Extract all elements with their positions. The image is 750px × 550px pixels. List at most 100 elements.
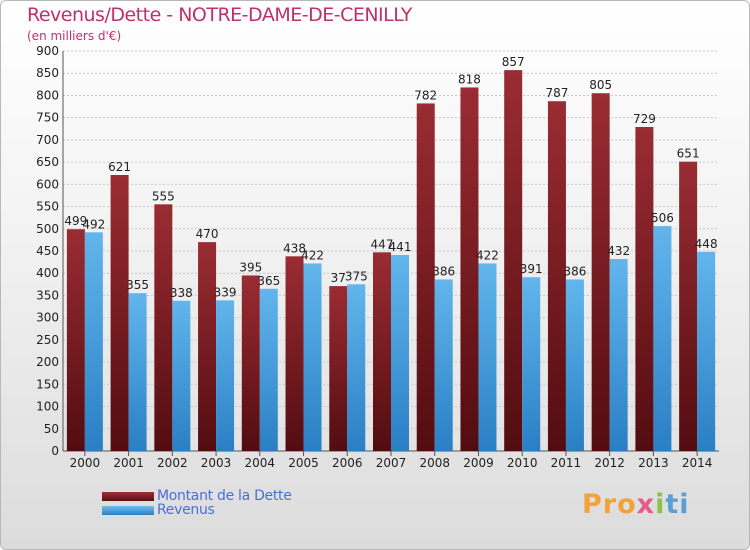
bar-dette xyxy=(285,256,304,451)
data-label-revenus: 386 xyxy=(563,264,586,278)
bar-revenus xyxy=(259,288,278,451)
data-label-dette: 857 xyxy=(502,55,525,69)
x-tick-label: 2014 xyxy=(682,456,713,470)
bar-dette xyxy=(66,229,85,451)
x-tick-label: 2001 xyxy=(113,456,144,470)
data-label-revenus: 338 xyxy=(170,286,193,300)
y-tick-label: 150 xyxy=(36,377,59,391)
data-label-dette: 805 xyxy=(589,78,612,92)
x-tick-label: 2009 xyxy=(463,456,494,470)
bar-revenus xyxy=(84,232,103,451)
bar-revenus xyxy=(697,251,716,451)
bar-revenus xyxy=(172,300,191,451)
bar-dette xyxy=(635,127,654,451)
y-tick-label: 200 xyxy=(36,355,59,369)
bar-dette xyxy=(547,101,566,451)
data-label-revenus: 365 xyxy=(257,274,280,288)
y-tick-label: 100 xyxy=(36,400,59,414)
data-label-dette: 37 xyxy=(331,271,346,285)
x-tick-label: 2006 xyxy=(332,456,363,470)
y-tick-label: 800 xyxy=(36,88,59,102)
data-label-dette: 470 xyxy=(196,227,219,241)
bar-revenus xyxy=(128,293,147,451)
data-label-revenus: 375 xyxy=(345,269,368,283)
x-tick-label: 2013 xyxy=(638,456,669,470)
data-label-revenus: 441 xyxy=(389,240,412,254)
bar-revenus xyxy=(653,226,672,451)
bar-dette xyxy=(329,286,348,451)
data-label-dette: 787 xyxy=(545,86,568,100)
bar-dette xyxy=(154,204,173,451)
data-label-dette: 395 xyxy=(239,260,262,274)
bar-dette xyxy=(110,175,129,451)
bar-revenus xyxy=(565,279,584,451)
y-tick-label: 500 xyxy=(36,222,59,236)
data-label-dette: 729 xyxy=(633,112,656,126)
bar-dette xyxy=(679,161,698,451)
data-label-dette: 621 xyxy=(108,160,131,174)
bar-revenus xyxy=(347,284,366,451)
bar-dette xyxy=(591,93,610,451)
x-tick-label: 2000 xyxy=(70,456,101,470)
y-tick-label: 650 xyxy=(36,155,59,169)
x-tick-label: 2010 xyxy=(507,456,538,470)
y-tick-label: 700 xyxy=(36,133,59,147)
x-tick-label: 2007 xyxy=(376,456,407,470)
chart-subtitle: (en milliers d'€) xyxy=(27,29,122,43)
y-tick-label: 0 xyxy=(51,444,59,458)
data-label-dette: 555 xyxy=(152,189,175,203)
y-tick-label: 400 xyxy=(36,266,59,280)
data-label-revenus: 422 xyxy=(476,248,499,262)
x-tick-label: 2004 xyxy=(245,456,276,470)
data-label-revenus: 448 xyxy=(695,237,718,251)
legend-swatch-revenus xyxy=(102,505,154,515)
x-tick-label: 2003 xyxy=(201,456,232,470)
chart-title: Revenus/Dette - NOTRE-DAME-DE-CENILLY xyxy=(27,4,412,26)
data-label-revenus: 391 xyxy=(520,262,543,276)
y-tick-label: 900 xyxy=(36,44,59,58)
bar-revenus xyxy=(216,300,235,451)
data-label-dette: 651 xyxy=(677,147,700,161)
x-tick-label: 2005 xyxy=(288,456,319,470)
legend-item-dette: Montant de la Dette xyxy=(102,488,292,504)
bar-revenus xyxy=(303,263,322,451)
bar-revenus xyxy=(391,255,409,451)
legend-label-revenus: Revenus xyxy=(157,502,215,518)
y-tick-label: 600 xyxy=(36,177,59,191)
data-label-revenus: 339 xyxy=(214,285,237,299)
y-tick-label: 750 xyxy=(36,111,59,125)
x-tick-label: 2011 xyxy=(551,456,582,470)
data-label-dette: 782 xyxy=(414,88,437,102)
data-label-revenus: 355 xyxy=(126,278,149,292)
bar-dette xyxy=(198,242,217,451)
y-tick-label: 350 xyxy=(36,288,59,302)
y-tick-label: 450 xyxy=(36,244,59,258)
x-tick-label: 2002 xyxy=(157,456,188,470)
y-tick-label: 850 xyxy=(36,66,59,80)
data-label-revenus: 422 xyxy=(301,248,324,262)
bar-revenus xyxy=(434,279,453,451)
data-label-revenus: 506 xyxy=(651,211,674,225)
bar-dette xyxy=(460,87,479,451)
legend-swatch-dette xyxy=(102,491,154,501)
data-label-revenus: 492 xyxy=(82,217,105,231)
data-label-revenus: 386 xyxy=(432,264,455,278)
bar-revenus xyxy=(609,259,628,451)
bar-dette xyxy=(373,252,391,451)
bar-revenus xyxy=(522,277,541,451)
bar-dette xyxy=(504,70,523,451)
bar-dette xyxy=(241,275,260,451)
data-label-dette: 499 xyxy=(64,214,87,228)
data-label-revenus: 432 xyxy=(607,244,630,258)
data-label-dette: 438 xyxy=(283,241,306,255)
x-tick-label: 2012 xyxy=(594,456,625,470)
y-tick-label: 300 xyxy=(36,311,59,325)
y-tick-label: 250 xyxy=(36,333,59,347)
y-tick-label: 50 xyxy=(44,422,59,436)
bar-dette xyxy=(416,103,435,451)
data-label-dette: 818 xyxy=(458,72,481,86)
y-tick-label: 550 xyxy=(36,200,59,214)
legend-item-revenus: Revenus xyxy=(102,502,215,518)
